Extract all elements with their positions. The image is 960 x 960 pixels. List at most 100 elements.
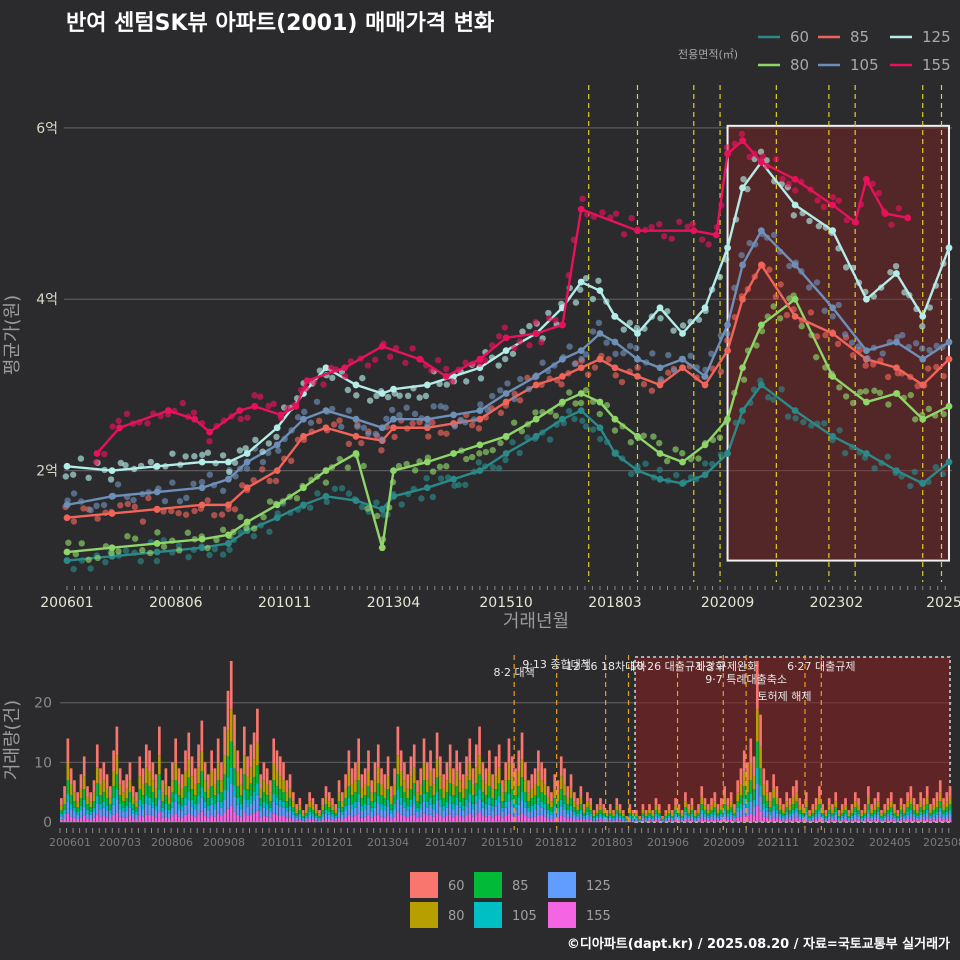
volume-bar-85	[118, 795, 122, 804]
volume-bar-125	[122, 811, 125, 818]
volume-bar-155	[73, 817, 76, 822]
volume-bar-80	[873, 805, 877, 811]
volume-bar-85	[621, 816, 625, 818]
volume-bar-85	[226, 756, 230, 778]
series-105-point	[770, 231, 778, 239]
volume-bar-155	[935, 819, 939, 822]
series-85-point	[834, 340, 842, 348]
volume-bar-155	[318, 820, 321, 822]
series-155-point	[785, 180, 792, 188]
volume-x-tick: 200703	[99, 836, 141, 849]
series-125-point	[633, 324, 641, 332]
volume-bar-105	[412, 795, 416, 804]
volume-bar-125	[79, 810, 83, 818]
volume-bar-155	[582, 820, 586, 822]
volume-bar-80	[553, 788, 557, 799]
volume-bar-85	[520, 777, 524, 792]
volume-bar-85	[778, 810, 782, 814]
volume-bar-85	[425, 792, 429, 802]
volume-bar-125	[729, 814, 733, 820]
volume-bar-125	[530, 810, 534, 818]
series-60-point	[423, 475, 430, 482]
series-105-point	[671, 367, 678, 374]
volume-bar-155	[530, 817, 534, 822]
series-125-point	[815, 222, 823, 230]
volume-bar-80	[125, 788, 129, 799]
series-60-point	[884, 453, 891, 460]
volume-bar-125	[383, 810, 387, 818]
series-105-marker	[791, 261, 799, 269]
volume-bar-155	[857, 819, 860, 822]
volume-bar-125	[648, 817, 651, 821]
volume-bar-85	[641, 813, 645, 816]
series-85-marker	[919, 381, 927, 389]
volume-bar-60	[89, 792, 93, 802]
volume-bar-155	[79, 817, 83, 822]
volume-bar-80	[853, 801, 857, 808]
volume-bar-60	[778, 798, 782, 806]
volume-bar-155	[533, 816, 537, 822]
volume-bar-85	[60, 810, 63, 814]
x-tick-label: 201803	[588, 595, 641, 611]
volume-bar-80	[605, 813, 609, 817]
volume-bar-105	[151, 801, 155, 808]
volume-bar-105	[285, 807, 289, 812]
series-60-marker	[679, 480, 686, 487]
volume-bar-155	[455, 814, 459, 822]
series-80-point	[131, 535, 139, 542]
volume-bar-125	[66, 801, 70, 814]
volume-bar-155	[720, 819, 723, 822]
volume-bar-105	[850, 815, 854, 818]
volume-bar-60	[200, 720, 204, 752]
volume-bar-125	[706, 817, 710, 821]
series-105-point	[582, 351, 590, 358]
series-155-marker	[442, 372, 450, 380]
volume-bar-105	[262, 801, 266, 808]
series-85-marker	[577, 364, 585, 372]
volume-bar-105	[203, 801, 207, 808]
volume-bar-85	[158, 774, 161, 790]
volume-bar-155	[390, 818, 393, 822]
volume-bar-105	[749, 793, 753, 802]
volume-bar-80	[723, 796, 726, 805]
volume-bar-85	[442, 798, 445, 806]
volume-bar-85	[576, 810, 579, 814]
volume-bar-80	[239, 784, 243, 796]
series-60-line	[66, 383, 950, 562]
volume-bar-60	[409, 756, 413, 777]
volume-bar-105	[272, 793, 276, 802]
series-80-point	[115, 548, 122, 555]
volume-bar-80	[520, 759, 524, 778]
volume-bar-105	[386, 799, 390, 807]
volume-bar-155	[324, 818, 328, 822]
volume-bar-155	[458, 816, 462, 822]
series-60-point	[579, 417, 586, 424]
volume-bar-60	[514, 768, 517, 785]
volume-bar-105	[948, 809, 952, 814]
volume-bar-85	[566, 804, 570, 810]
volume-bar-155	[674, 819, 677, 822]
series-125-marker	[502, 347, 510, 355]
series-155-point	[843, 217, 850, 224]
volume-bar-80	[60, 805, 63, 811]
volume-bar-105	[321, 813, 325, 817]
volume-bar-85	[161, 801, 164, 808]
series-125-point	[842, 264, 850, 271]
series-125-point	[169, 450, 176, 457]
volume-bar-125	[615, 816, 619, 820]
volume-bar-125	[818, 813, 821, 819]
volume-bar-105	[566, 809, 570, 814]
volume-bar-105	[546, 809, 550, 814]
volume-bar-60	[527, 780, 530, 793]
series-80-marker	[224, 531, 232, 539]
volume-bar-155	[716, 820, 720, 822]
volume-bar-155	[262, 816, 266, 822]
volume-x-tick: 202111	[757, 836, 799, 849]
series-125-point	[509, 350, 517, 357]
volume-bar-105	[154, 805, 158, 811]
volume-bar-60	[216, 738, 220, 764]
volume-bar-80	[269, 792, 272, 802]
volume-bar-105	[334, 815, 338, 818]
volume-bar-60	[687, 804, 691, 810]
